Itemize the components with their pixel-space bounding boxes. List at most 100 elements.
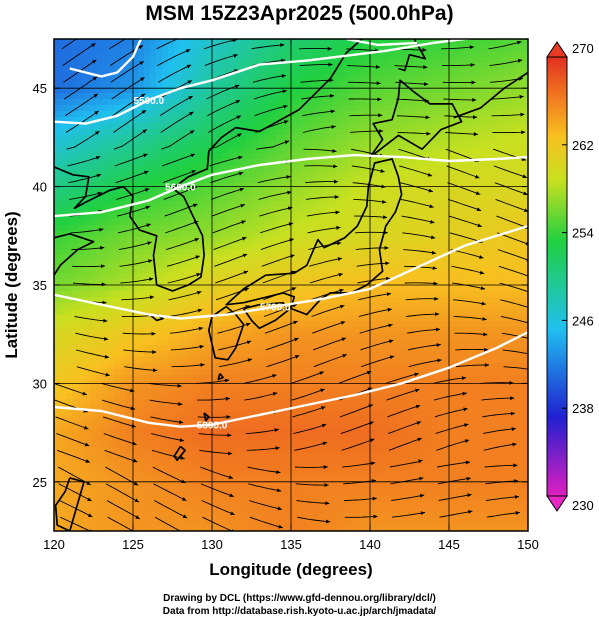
field-cell bbox=[348, 345, 355, 352]
field-cell bbox=[96, 303, 103, 310]
field-cell bbox=[420, 189, 427, 196]
field-cell bbox=[222, 243, 229, 250]
field-cell bbox=[78, 417, 85, 424]
field-cell bbox=[66, 267, 73, 274]
field-cell bbox=[360, 165, 367, 172]
field-cell bbox=[480, 75, 487, 82]
field-cell bbox=[390, 51, 397, 58]
field-cell bbox=[186, 261, 193, 268]
field-cell bbox=[366, 225, 373, 232]
field-cell bbox=[396, 117, 403, 124]
field-cell bbox=[126, 261, 133, 268]
field-cell bbox=[384, 45, 391, 52]
field-cell bbox=[186, 189, 193, 196]
field-cell bbox=[504, 357, 511, 364]
field-cell bbox=[378, 411, 385, 418]
field-cell bbox=[90, 303, 97, 310]
field-cell bbox=[60, 177, 67, 184]
chart-title: MSM 15Z23Apr2025 (500.0hPa) bbox=[145, 2, 454, 25]
field-cell bbox=[168, 147, 175, 154]
field-cell bbox=[168, 81, 175, 88]
field-cell bbox=[336, 363, 343, 370]
field-cell bbox=[408, 123, 415, 130]
field-cell bbox=[276, 177, 283, 184]
field-cell bbox=[462, 93, 469, 100]
field-cell bbox=[294, 141, 301, 148]
field-cell bbox=[156, 387, 163, 394]
field-cell bbox=[420, 381, 427, 388]
field-cell bbox=[360, 351, 367, 358]
field-cell bbox=[480, 273, 487, 280]
field-cell bbox=[432, 279, 439, 286]
field-cell bbox=[450, 249, 457, 256]
field-cell bbox=[204, 219, 211, 226]
field-cell bbox=[504, 75, 511, 82]
field-cell bbox=[282, 51, 289, 58]
field-cell bbox=[300, 219, 307, 226]
field-cell bbox=[60, 171, 67, 178]
field-cell bbox=[426, 219, 433, 226]
field-cell bbox=[510, 45, 517, 52]
field-cell bbox=[354, 207, 361, 214]
field-cell bbox=[318, 309, 325, 316]
field-cell bbox=[198, 141, 205, 148]
field-cell bbox=[66, 165, 73, 172]
field-cell bbox=[516, 159, 523, 166]
field-cell bbox=[414, 327, 421, 334]
field-cell bbox=[516, 243, 523, 250]
field-cell bbox=[330, 141, 337, 148]
field-cell bbox=[276, 147, 283, 154]
field-cell bbox=[516, 327, 523, 334]
field-cell bbox=[330, 369, 337, 376]
field-cell bbox=[492, 75, 499, 82]
field-cell bbox=[504, 321, 511, 328]
field-cell bbox=[72, 357, 79, 364]
field-cell bbox=[228, 87, 235, 94]
field-cell bbox=[210, 75, 217, 82]
field-cell bbox=[114, 387, 121, 394]
field-cell bbox=[312, 309, 319, 316]
field-cell bbox=[492, 153, 499, 160]
field-cell bbox=[270, 105, 277, 112]
field-cell bbox=[390, 393, 397, 400]
field-cell bbox=[198, 45, 205, 52]
field-cell bbox=[354, 117, 361, 124]
field-cell bbox=[294, 249, 301, 256]
field-cell bbox=[396, 369, 403, 376]
field-cell bbox=[54, 207, 61, 214]
field-cell bbox=[294, 279, 301, 286]
field-cell bbox=[138, 63, 145, 70]
field-cell bbox=[192, 255, 199, 262]
field-cell bbox=[384, 129, 391, 136]
field-cell bbox=[420, 39, 427, 46]
field-cell bbox=[414, 69, 421, 76]
field-cell bbox=[366, 105, 373, 112]
field-cell bbox=[492, 387, 499, 394]
field-cell bbox=[210, 141, 217, 148]
field-cell bbox=[306, 171, 313, 178]
field-cell bbox=[300, 201, 307, 208]
field-cell bbox=[96, 213, 103, 220]
field-cell bbox=[204, 213, 211, 220]
field-cell bbox=[90, 327, 97, 334]
field-cell bbox=[294, 333, 301, 340]
field-cell bbox=[432, 327, 439, 334]
field-cell bbox=[156, 333, 163, 340]
field-cell bbox=[216, 351, 223, 358]
field-cell bbox=[210, 393, 217, 400]
field-cell bbox=[330, 219, 337, 226]
field-cell bbox=[216, 201, 223, 208]
field-cell bbox=[252, 171, 259, 178]
field-cell bbox=[342, 201, 349, 208]
field-cell bbox=[336, 381, 343, 388]
field-cell bbox=[522, 261, 528, 268]
field-cell bbox=[258, 105, 265, 112]
field-cell bbox=[258, 333, 265, 340]
field-cell bbox=[336, 309, 343, 316]
field-cell bbox=[348, 147, 355, 154]
field-cell bbox=[522, 117, 528, 124]
field-cell bbox=[402, 87, 409, 94]
field-cell bbox=[108, 249, 115, 256]
field-cell bbox=[510, 339, 517, 346]
field-cell bbox=[114, 309, 121, 316]
